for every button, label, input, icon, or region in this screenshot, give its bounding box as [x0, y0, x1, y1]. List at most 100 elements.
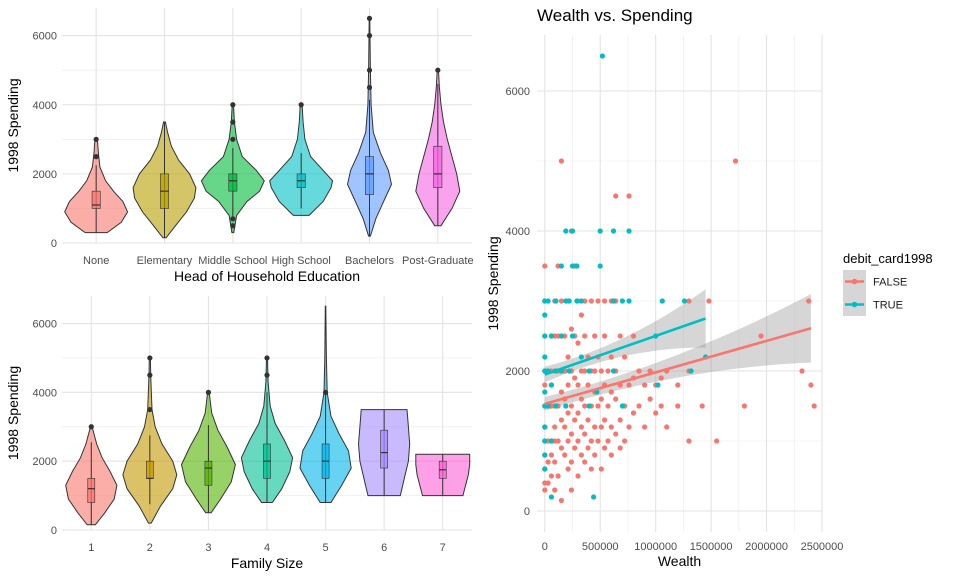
- y-tick-label: 2000: [33, 169, 57, 181]
- point-true: [566, 368, 572, 374]
- point-false: [598, 396, 604, 402]
- outlier-point: [93, 154, 99, 160]
- point-false: [605, 368, 611, 374]
- point-false: [608, 424, 614, 430]
- point-false: [636, 368, 642, 374]
- point-false: [575, 382, 581, 388]
- point-false: [588, 438, 594, 444]
- point-false: [572, 417, 578, 423]
- education-y-axis-title: 1998 Spending: [5, 78, 21, 172]
- family-size-x-axis-title: Family Size: [231, 555, 304, 571]
- point-false: [568, 403, 575, 409]
- legend-title: debit_card1998: [843, 251, 933, 266]
- point-true: [569, 333, 576, 339]
- outlier-point: [264, 355, 270, 361]
- scatter-y-axis-title: 1998 Spending: [485, 236, 501, 330]
- outlier-point: [147, 406, 153, 413]
- box: [380, 429, 388, 469]
- box: [365, 156, 374, 195]
- point-true: [548, 382, 555, 388]
- point-true: [597, 263, 603, 269]
- point-true: [548, 494, 555, 500]
- point-false: [575, 438, 581, 444]
- point-false: [578, 452, 585, 458]
- point-false: [758, 333, 764, 339]
- point-true: [542, 452, 548, 458]
- outlier-point: [230, 102, 236, 108]
- point-false: [575, 410, 581, 416]
- point-true: [542, 438, 548, 444]
- point-true: [597, 228, 603, 234]
- family-size-y-ticks: 0 2000 4000 6000: [33, 319, 57, 537]
- point-true: [610, 368, 617, 374]
- point-true: [542, 389, 548, 395]
- point-false: [592, 368, 598, 374]
- point-false: [602, 333, 608, 339]
- x-tick-label: None: [83, 255, 109, 267]
- point-false: [608, 354, 614, 360]
- point-false: [699, 403, 705, 409]
- legend: debit_card1998 FALSE TRUE: [843, 251, 933, 316]
- x-tick-label: High School: [272, 255, 331, 267]
- point-false: [565, 466, 571, 472]
- x-tick-label: 500000: [582, 541, 619, 553]
- y-tick-label: 4000: [33, 100, 57, 112]
- outlier-point: [230, 216, 236, 222]
- point-false: [806, 298, 812, 304]
- point-false: [686, 298, 692, 304]
- y-tick-label: 6000: [506, 86, 530, 98]
- y-tick-label: 0: [51, 238, 57, 250]
- point-false: [598, 368, 604, 374]
- wealth-scatter-panel: Wealth vs. Spending 0 2000 4000 6000 0 50000…: [485, 6, 843, 569]
- x-tick-label: 4: [264, 542, 270, 554]
- point-true: [542, 354, 548, 360]
- point-true: [578, 354, 585, 360]
- y-tick-label: 2000: [506, 366, 530, 378]
- point-false: [653, 410, 659, 416]
- point-false: [608, 452, 614, 458]
- education-violin-panel: 0 2000 4000 6000 None Elementary Middle Schoo…: [5, 8, 474, 284]
- point-false: [613, 193, 619, 199]
- point-false: [658, 403, 664, 409]
- box: [87, 478, 96, 503]
- point-true: [599, 53, 606, 59]
- point-false: [548, 452, 555, 458]
- point-true: [591, 494, 597, 500]
- x-tick-label: Bachelors: [345, 255, 394, 267]
- point-false: [585, 382, 591, 388]
- outlier-point: [147, 372, 153, 378]
- legend-items: FALSE TRUE: [843, 270, 907, 316]
- point-true: [542, 466, 548, 472]
- point-false: [582, 403, 588, 409]
- point-false: [585, 417, 591, 423]
- x-tick-label: 5: [323, 542, 329, 554]
- outlier-point: [366, 84, 373, 91]
- y-tick-label: 0: [51, 525, 57, 537]
- point-true: [542, 424, 548, 430]
- point-true: [553, 403, 559, 409]
- education-x-axis-title: Head of Household Education: [174, 268, 360, 284]
- x-tick-label: Elementary: [137, 255, 193, 267]
- point-false: [592, 424, 598, 430]
- point-false: [548, 473, 555, 479]
- point-false: [598, 424, 604, 430]
- point-false: [582, 333, 588, 339]
- point-false: [811, 403, 817, 409]
- point-true: [566, 298, 572, 304]
- x-tick-label: Middle School: [198, 255, 267, 267]
- box: [146, 460, 154, 479]
- point-false: [585, 445, 591, 451]
- point-false: [582, 431, 588, 437]
- point-true: [578, 298, 585, 304]
- point-false: [595, 403, 601, 409]
- point-false: [630, 333, 637, 339]
- point-true: [542, 312, 548, 318]
- point-false: [664, 424, 670, 430]
- legend-key-point: [851, 278, 858, 285]
- scatter-trend-lines: [544, 317, 812, 406]
- point-true: [586, 368, 592, 374]
- x-tick-label: Post-Graduate: [402, 255, 474, 267]
- trend-line-false: [544, 327, 812, 406]
- point-false: [578, 312, 585, 318]
- point-false: [686, 438, 692, 444]
